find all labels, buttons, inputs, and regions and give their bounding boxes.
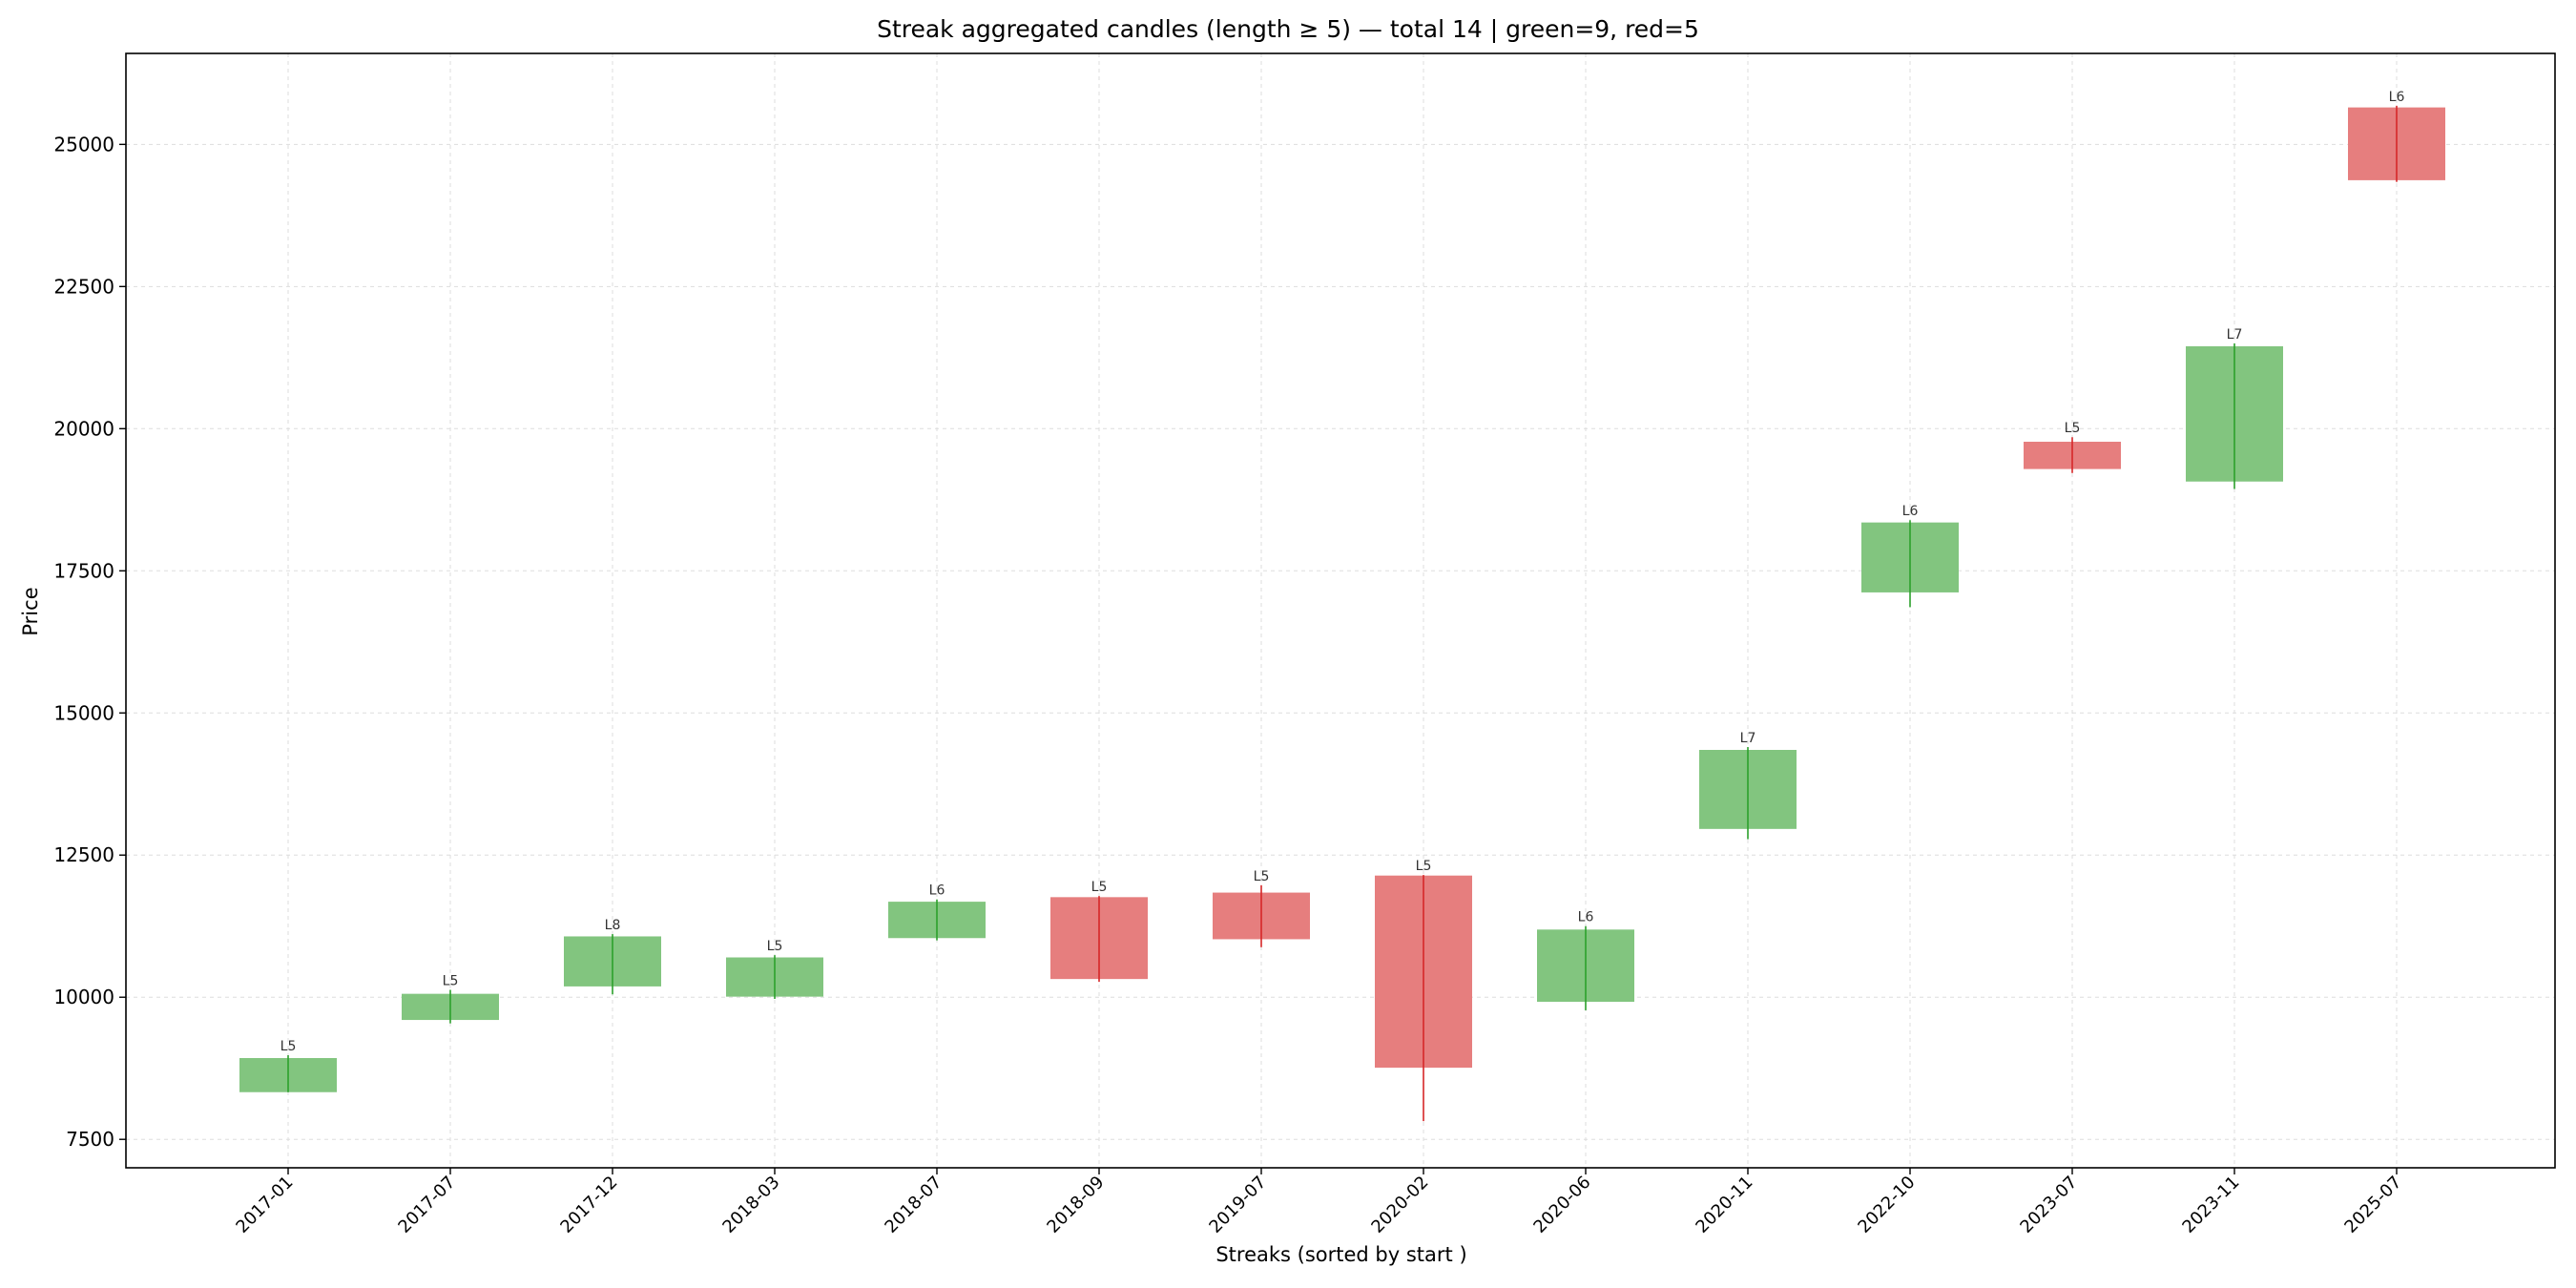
candle-length-label: L5 [1416, 859, 1432, 874]
x-tick-label: 2020-11 [1692, 1173, 1756, 1237]
y-tick-label: 20000 [53, 417, 114, 440]
x-tick-label: 2017-01 [232, 1173, 297, 1237]
x-tick-label: 2017-12 [556, 1173, 621, 1237]
y-tick-label: 7500 [66, 1128, 114, 1151]
candle-length-label: L6 [2389, 90, 2405, 105]
y-tick-label: 25000 [53, 133, 114, 156]
y-tick-label: 15000 [53, 701, 114, 724]
x-tick-label: 2025-07 [2340, 1173, 2405, 1237]
chart-title: Streak aggregated candles (length ≥ 5) —… [877, 15, 1699, 43]
candle-length-label: L5 [443, 973, 459, 988]
x-tick-label: 2022-10 [1854, 1173, 1919, 1237]
x-tick-label: 2023-11 [2178, 1173, 2243, 1237]
plot-frame [125, 52, 2556, 1169]
y-tick-label: 22500 [53, 275, 114, 298]
candle-length-label: L5 [767, 939, 783, 954]
x-tick-label: 2020-06 [1529, 1173, 1594, 1237]
grid-lines [126, 53, 2555, 1168]
x-tick-label: 2018-03 [718, 1173, 783, 1237]
candle-length-label: L5 [2065, 421, 2081, 436]
x-axis-label: Streaks (sorted by start ) [1215, 1243, 1467, 1266]
candle-length-label: L8 [605, 918, 621, 933]
candle-length-label: L7 [2227, 327, 2243, 343]
candle-length-label: L6 [1578, 910, 1594, 925]
candles: L5 L5 L8 L5 L6 L5 L5 L5 L6 L7 L6 L5 L7 L6 [239, 90, 2445, 1122]
y-tick-label: 12500 [53, 843, 114, 866]
x-tick-label: 2018-07 [881, 1173, 945, 1237]
axis-ticks: 7500 10000 12500 15000 17500 20000 22500 25000 2… [53, 133, 2405, 1236]
candle-length-label: L6 [929, 883, 945, 899]
candle-length-label: L7 [1740, 731, 1756, 746]
candle-length-label: L5 [1254, 869, 1270, 884]
x-tick-label: 2018-09 [1043, 1173, 1108, 1237]
y-tick-label: 17500 [53, 559, 114, 582]
candle-length-label: L6 [1902, 504, 1919, 519]
x-tick-label: 2020-02 [1367, 1173, 1432, 1237]
candle-length-label: L5 [280, 1039, 297, 1054]
x-tick-label: 2023-07 [2016, 1173, 2081, 1237]
candle-length-label: L5 [1091, 880, 1108, 895]
x-tick-label: 2017-07 [394, 1173, 459, 1237]
x-tick-label: 2019-07 [1205, 1173, 1270, 1237]
y-tick-label: 10000 [53, 986, 114, 1008]
